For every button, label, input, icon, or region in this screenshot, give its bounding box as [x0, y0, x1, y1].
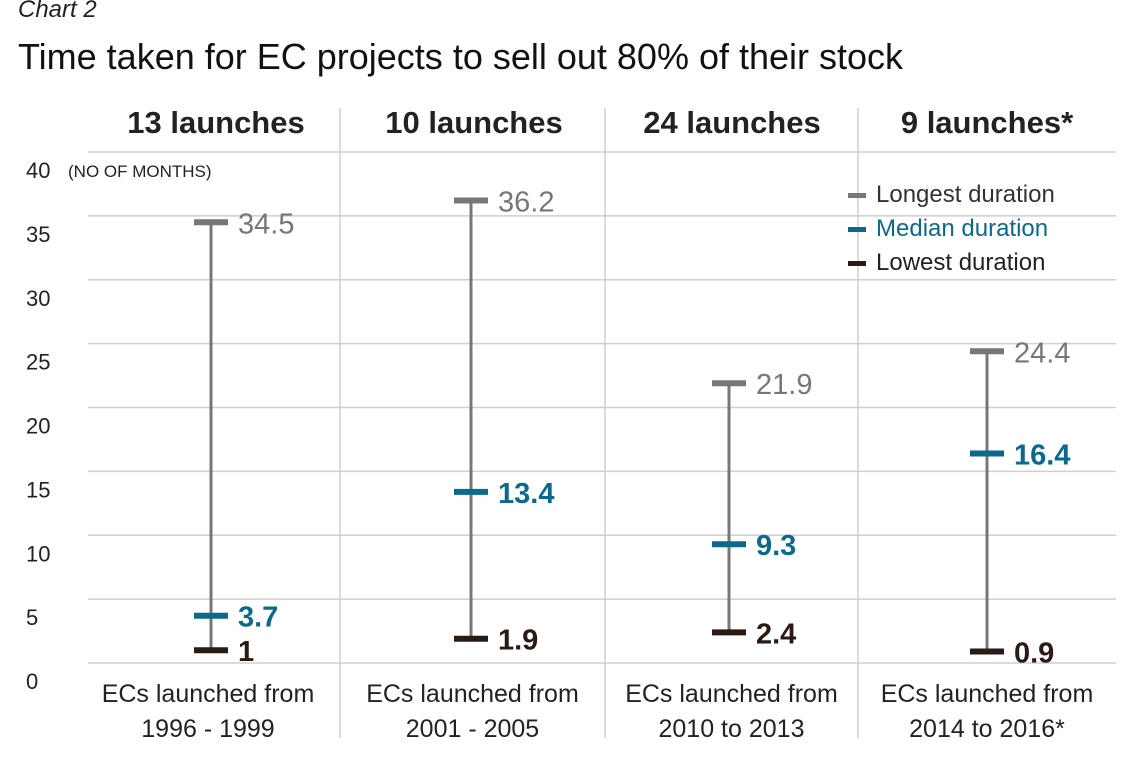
chart-title: Time taken for EC projects to sell out 8…	[18, 36, 904, 77]
legend-label-lowest: Lowest duration	[876, 249, 1046, 276]
category-label-line2: 1996 - 1999	[141, 715, 274, 743]
legend-swatch-longest	[848, 192, 866, 198]
y-tick-label: 10	[26, 541, 50, 566]
median-value-label: 16.4	[1014, 439, 1070, 471]
category-label-line1: ECs launched from	[881, 680, 1094, 708]
y-axis-label: (NO OF MONTHS)	[68, 162, 212, 181]
legend: Longest duration Median duration Lowest …	[848, 178, 1055, 280]
median-value-label: 9.3	[756, 530, 796, 562]
category-label-line1: ECs launched from	[366, 680, 579, 708]
legend-swatch-lowest	[848, 260, 866, 266]
category-label-line1: ECs launched from	[102, 680, 315, 708]
y-tick-label: 5	[26, 605, 38, 630]
group-header: 10 launches	[385, 105, 562, 140]
legend-swatch-median	[848, 226, 866, 232]
group-header: 13 launches	[127, 105, 304, 140]
group-header: 24 launches	[643, 105, 820, 140]
longest-value-label: 36.2	[498, 187, 554, 219]
y-tick-label: 35	[26, 222, 50, 247]
longest-value-label: 21.9	[756, 369, 812, 401]
lowest-value-label: 1.9	[498, 625, 538, 657]
lowest-value-label: 1	[238, 636, 254, 668]
legend-item-median: Median duration	[848, 212, 1055, 246]
y-tick-label: 40	[26, 158, 50, 183]
y-tick-label: 20	[26, 414, 50, 439]
y-tick-label: 30	[26, 286, 50, 311]
longest-value-label: 34.5	[238, 208, 294, 240]
legend-item-lowest: Lowest duration	[848, 246, 1055, 280]
category-label-line2: 2001 - 2005	[406, 715, 539, 743]
category-label-line2: 2010 to 2013	[659, 715, 805, 743]
category-label-line2: 2014 to 2016*	[909, 715, 1065, 743]
y-tick-label: 25	[26, 350, 50, 375]
median-value-label: 3.7	[238, 602, 278, 634]
median-value-label: 13.4	[498, 478, 554, 510]
lowest-value-label: 2.4	[756, 618, 796, 650]
group-header: 9 launches*	[901, 105, 1074, 140]
category-label-line1: ECs launched from	[625, 680, 838, 708]
y-tick-label: 15	[26, 477, 50, 502]
lowest-value-label: 0.9	[1014, 638, 1054, 670]
legend-label-longest: Longest duration	[876, 181, 1055, 208]
legend-label-median: Median duration	[876, 215, 1049, 242]
longest-value-label: 24.4	[1014, 337, 1070, 369]
legend-item-longest: Longest duration	[848, 178, 1055, 212]
chart-kicker: Chart 2	[18, 0, 97, 23]
y-tick-label: 0	[26, 669, 38, 694]
